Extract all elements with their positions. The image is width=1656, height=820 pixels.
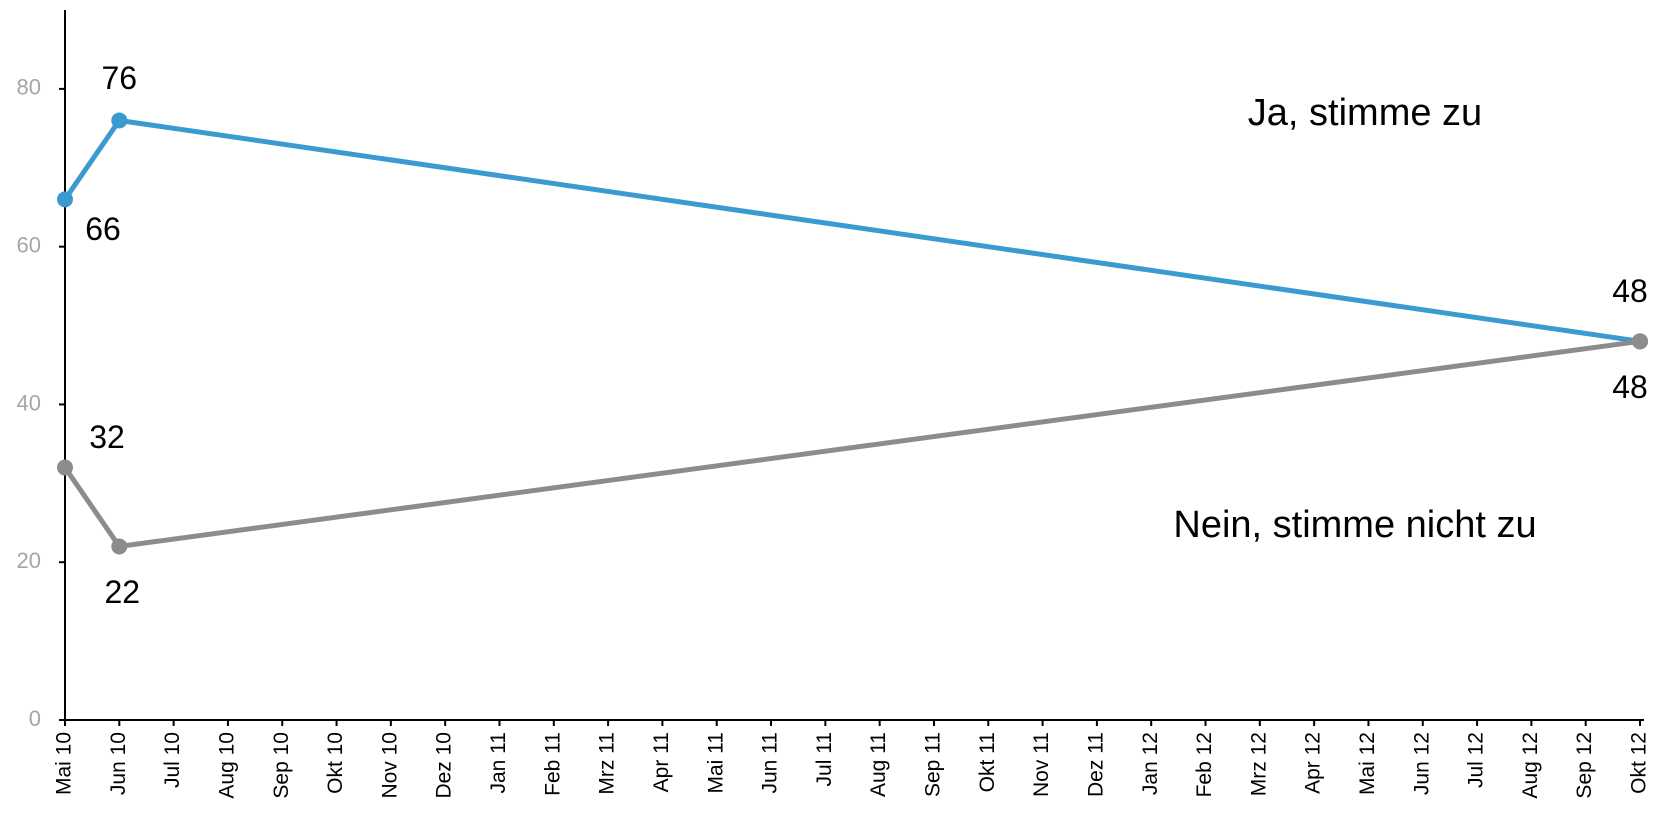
x-tick-label-nov-11: Nov 11 [1030,732,1053,797]
x-tick-label-dez-11: Dez 11 [1084,732,1107,797]
y-tick-label-40: 40 [17,390,41,415]
series-lines [62,117,1643,549]
y-tick-label-0: 0 [29,706,41,731]
x-tick-label-aug-11: Aug 11 [867,732,890,797]
data-label-nein-stimme-nicht-zu-okt-12: 48 [1612,369,1648,405]
x-tick-label-mai-10: Mai 10 [53,732,76,795]
x-tick-label-sep-12: Sep 12 [1573,732,1596,799]
x-tick-label-apr-11: Apr 11 [650,732,673,792]
x-tick-label-jun-12: Jun 12 [1410,732,1433,795]
x-tick-label-mrz-11: Mrz 11 [596,732,619,795]
data-point-nein-stimme-nicht-zu-okt-12 [1632,333,1648,350]
data-labels: 66 76 48 32 22 48 [85,60,1648,610]
x-tick-label-jan-12: Jan 12 [1139,732,1162,795]
x-tick-label-aug-12: Aug 12 [1519,732,1542,799]
data-point-nein-stimme-nicht-zu-mai-10 [57,459,73,476]
x-tick-label-okt-12: Okt 12 [1628,732,1651,794]
data-label-ja-stimme-zu-mai-10: 66 [85,211,121,247]
series-line-ja-stimme-zu [62,117,1643,344]
data-label-nein-stimme-nicht-zu-jun-10: 22 [105,574,141,610]
x-tick-label-jun-11: Jun 11 [759,732,782,794]
x-tick-label-feb-12: Feb 12 [1193,732,1216,797]
data-label-nein-stimme-nicht-zu-mai-10: 32 [89,419,125,455]
data-point-ja-stimme-zu-mai-10 [57,191,73,208]
x-tick-label-mrz-12: Mrz 12 [1247,732,1270,796]
x-tick-label-jul-12: Jul 12 [1465,732,1488,788]
x-tick-label-dez-10: Dez 10 [433,732,456,799]
x-tick-label-okt-11: Okt 11 [976,732,999,792]
y-axis-ticks: 0 20 40 60 80 [17,75,65,731]
x-tick-label-sep-11: Sep 11 [922,732,945,797]
x-tick-label-mai-12: Mai 12 [1356,732,1379,795]
x-tick-label-sep-10: Sep 10 [270,732,293,799]
x-tick-label-feb-11: Feb 11 [541,732,564,796]
x-tick-label-nov-10: Nov 10 [378,732,401,799]
series-label-ja-stimme-zu: Ja, stimme zu [1248,92,1482,134]
y-tick-label-80: 80 [17,75,41,100]
series-points [57,112,1648,555]
x-tick-label-okt-10: Okt 10 [324,732,347,794]
x-tick-label-jun-10: Jun 10 [107,732,130,795]
data-point-ja-stimme-zu-jun-10 [111,112,128,129]
x-tick-label-mai-11: Mai 11 [704,732,727,793]
x-tick-label-apr-12: Apr 12 [1302,732,1325,794]
x-tick-label-jul-11: Jul 11 [813,732,836,786]
y-tick-label-60: 60 [17,232,41,257]
x-tick-label-aug-10: Aug 10 [215,732,238,799]
data-label-ja-stimme-zu-okt-12: 48 [1612,273,1648,309]
series-label-nein-stimme-nicht-zu: Nein, stimme nicht zu [1173,504,1536,546]
x-tick-label-jul-10: Jul 10 [161,732,184,788]
data-label-ja-stimme-zu-jun-10: 76 [102,60,138,96]
x-tick-label-jan-11: Jan 11 [487,732,510,794]
x-axis-ticks: Mai 10 Jun 10 Jul 10 Aug 10 Sep 10 Okt 10 Nov … [53,720,1651,799]
axes [64,10,1644,721]
series-labels: Ja, stimme zu Nein, stimme nicht zu [1173,92,1536,546]
y-tick-label-20: 20 [17,548,41,573]
data-point-nein-stimme-nicht-zu-jun-10 [111,538,128,555]
